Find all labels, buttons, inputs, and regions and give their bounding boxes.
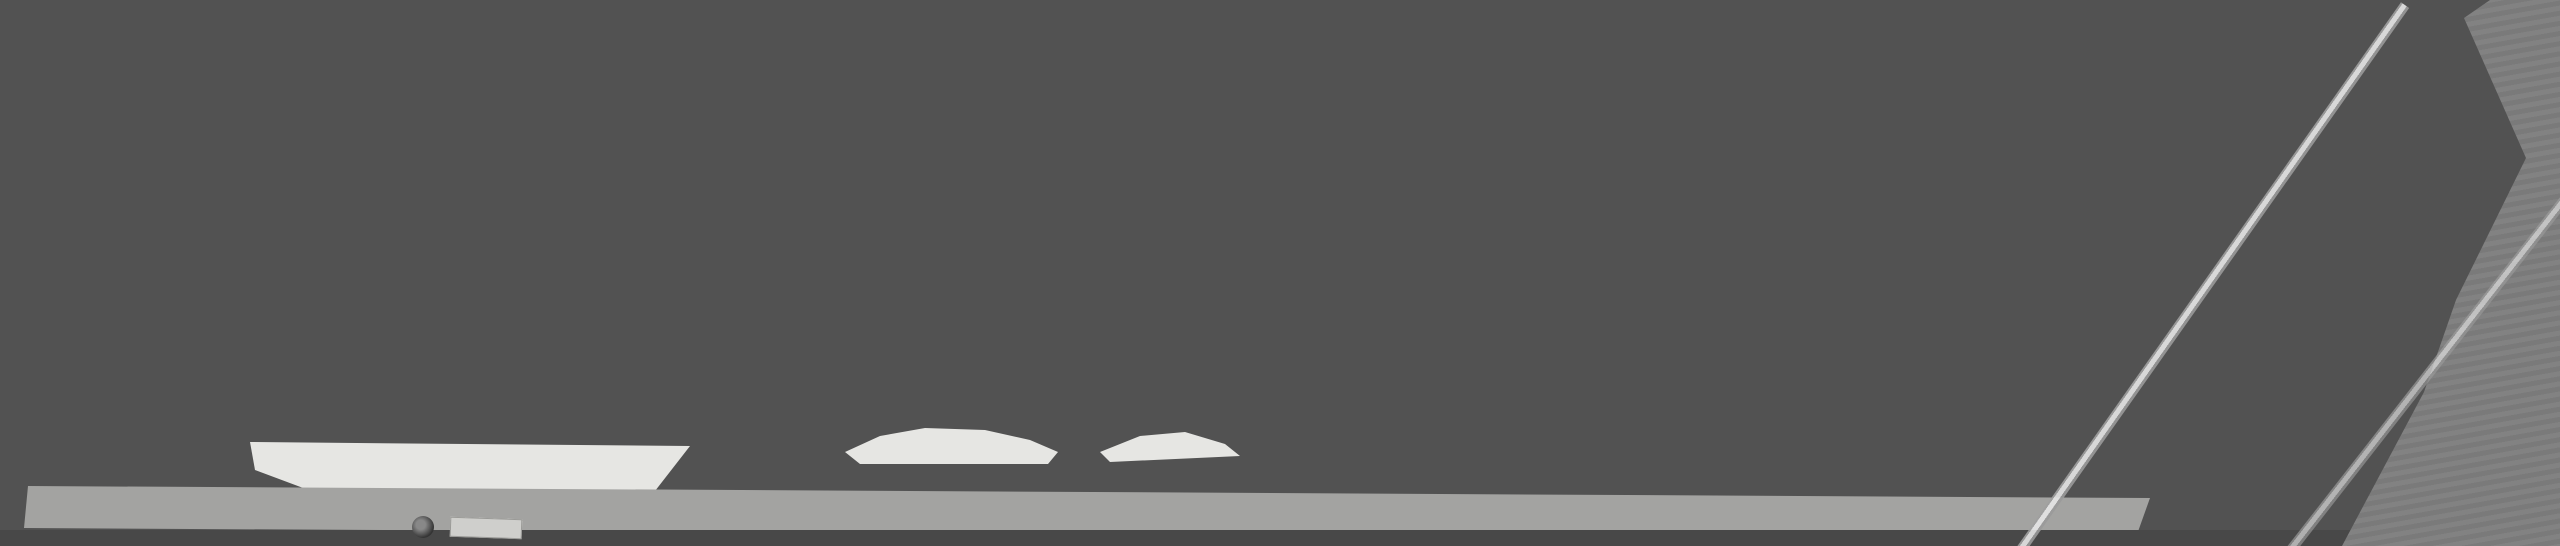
table-edge-bottom: [0, 530, 2560, 546]
small-label-object: [449, 516, 523, 540]
small-knob-object: [412, 516, 434, 538]
